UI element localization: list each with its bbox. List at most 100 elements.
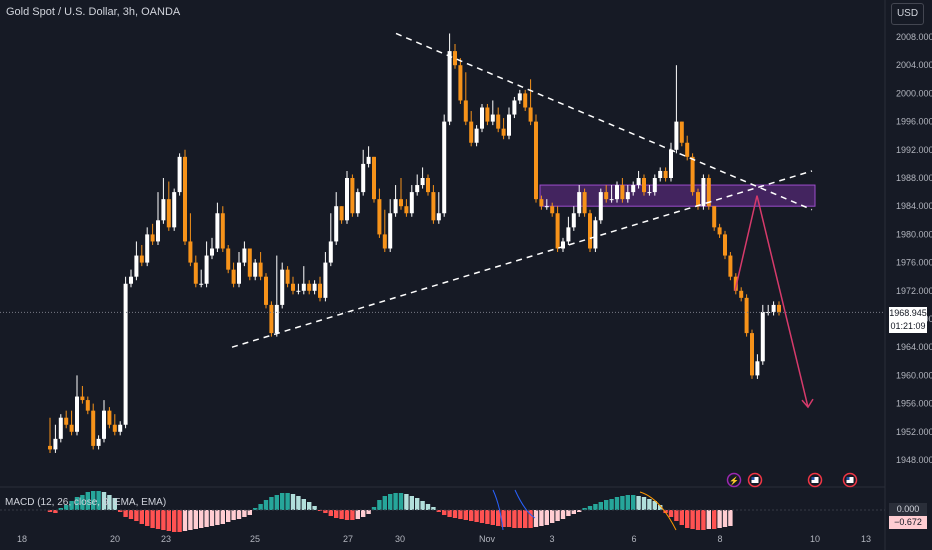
candle-body bbox=[701, 178, 706, 207]
candle-body bbox=[269, 304, 274, 334]
candle-body bbox=[215, 213, 220, 249]
candle-body bbox=[620, 185, 625, 200]
macd-bar bbox=[668, 510, 674, 517]
candle-body bbox=[274, 304, 279, 334]
candle-body bbox=[204, 255, 209, 284]
candle-body bbox=[156, 220, 160, 242]
candle-body bbox=[334, 206, 339, 242]
candle-body bbox=[183, 156, 187, 242]
candle-body bbox=[474, 128, 479, 143]
flag-stripes bbox=[846, 477, 854, 483]
candle-body bbox=[64, 417, 69, 425]
macd-bar bbox=[47, 510, 53, 512]
macd-bar bbox=[85, 492, 90, 510]
macd-bar bbox=[458, 510, 463, 519]
x-tick-label: 13 bbox=[861, 534, 871, 544]
macd-bar bbox=[193, 510, 198, 529]
macd-bar bbox=[409, 496, 414, 510]
macd-legend: MACD (12, 26, close, 9, EMA, EMA) bbox=[5, 497, 167, 508]
macd-bar bbox=[220, 510, 225, 524]
y-tick-label: 1984.000 bbox=[896, 201, 932, 211]
macd-bar bbox=[566, 510, 571, 516]
macd-bar bbox=[388, 494, 393, 510]
y-tick-label: 1996.000 bbox=[896, 117, 932, 127]
macd-bar bbox=[658, 505, 663, 510]
candle-body bbox=[85, 400, 90, 411]
candle-body bbox=[712, 206, 717, 228]
candle-body bbox=[755, 361, 760, 376]
candle-body bbox=[253, 262, 258, 277]
candle-body bbox=[409, 192, 414, 214]
candle-body bbox=[75, 396, 79, 432]
candle-body bbox=[534, 121, 538, 200]
candle-body bbox=[415, 185, 420, 193]
candle-body bbox=[350, 178, 355, 214]
candle-body bbox=[172, 192, 177, 228]
macd-bar bbox=[91, 491, 96, 510]
macd-bar bbox=[571, 510, 576, 514]
candle-body bbox=[134, 255, 139, 277]
macd-bar bbox=[722, 510, 728, 527]
candle-body bbox=[193, 262, 198, 284]
candle-body bbox=[663, 170, 668, 178]
candle-body bbox=[744, 297, 749, 334]
macd-bar bbox=[641, 497, 647, 510]
candle-body bbox=[150, 234, 155, 242]
macd-bar bbox=[366, 510, 371, 514]
candle-body bbox=[280, 269, 285, 305]
candle-body bbox=[96, 438, 101, 446]
candle-body bbox=[523, 93, 528, 108]
macd-bar bbox=[647, 499, 652, 510]
macd-bar bbox=[188, 510, 193, 530]
macd-bar bbox=[107, 495, 112, 510]
candle-body bbox=[431, 192, 436, 221]
macd-bar bbox=[512, 510, 517, 528]
x-tick-label: Nov bbox=[479, 534, 496, 544]
macd-bar bbox=[323, 510, 328, 513]
candle-body bbox=[258, 262, 263, 277]
macd-bar bbox=[447, 510, 452, 517]
currency-button[interactable]: USD bbox=[891, 3, 924, 25]
candle-body bbox=[771, 304, 776, 312]
macd-bar bbox=[550, 510, 555, 523]
candle-body bbox=[593, 220, 598, 249]
macd-bar bbox=[706, 510, 711, 529]
macd-bar bbox=[679, 510, 684, 525]
macd-bar bbox=[339, 510, 344, 519]
candle-body bbox=[420, 178, 425, 186]
y-tick-label: 1952.000 bbox=[896, 427, 932, 437]
candle-body bbox=[512, 100, 517, 115]
y-tick-label: 2008.000 bbox=[896, 32, 932, 42]
candle-body bbox=[242, 248, 247, 263]
y-tick-label: 2004.000 bbox=[896, 60, 932, 70]
candle-body bbox=[366, 156, 371, 164]
candle-body bbox=[91, 410, 96, 446]
candle-body bbox=[631, 185, 636, 193]
macd-bar bbox=[285, 493, 290, 510]
candle-body bbox=[717, 227, 722, 235]
macd-bar bbox=[393, 493, 398, 510]
x-tick-label: 6 bbox=[631, 534, 636, 544]
macd-bar bbox=[155, 510, 161, 529]
candle-body bbox=[53, 438, 58, 450]
macd-bar bbox=[533, 510, 539, 527]
candle-body bbox=[463, 100, 468, 122]
x-tick-label: 27 bbox=[343, 534, 353, 544]
candle-body bbox=[674, 121, 679, 150]
macd-bar bbox=[593, 504, 598, 510]
candle-body bbox=[355, 192, 360, 214]
candle-body bbox=[199, 283, 204, 285]
candle-body bbox=[501, 128, 506, 136]
candle-body bbox=[750, 333, 754, 376]
macd-bar bbox=[215, 510, 220, 525]
candle-body bbox=[285, 269, 290, 284]
macd-bar bbox=[350, 510, 355, 520]
candle-body bbox=[188, 241, 193, 263]
candle-body bbox=[166, 199, 171, 228]
candle-body bbox=[102, 410, 106, 439]
candle-body bbox=[555, 213, 560, 249]
macd-bar bbox=[296, 496, 301, 510]
macd-bar bbox=[712, 510, 717, 529]
candle-body bbox=[647, 192, 652, 194]
